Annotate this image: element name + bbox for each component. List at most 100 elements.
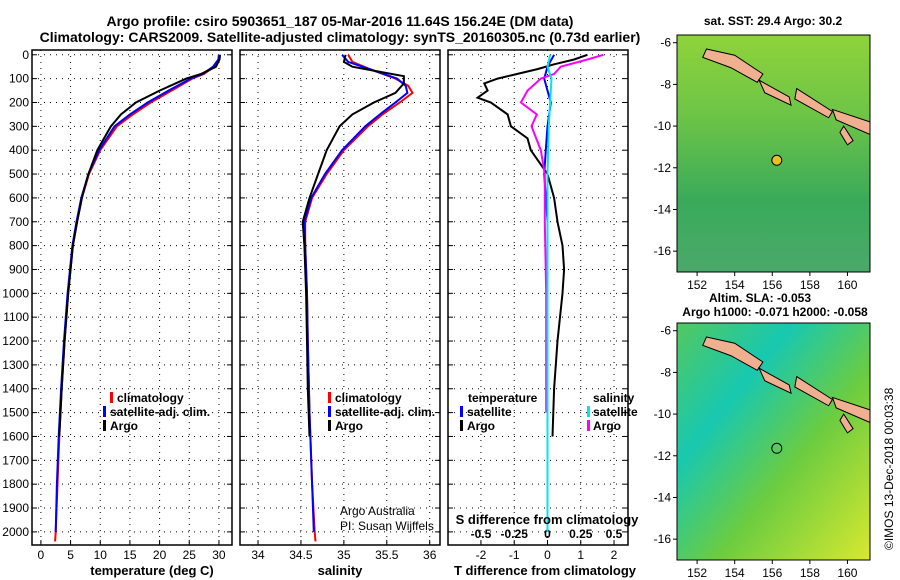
x-tick-label: 35.5 [375,548,399,562]
s-tick-label: 0.25 [569,527,593,541]
map-frame [676,34,871,273]
lat-tick-label: -14 [654,490,672,504]
island-shape [702,48,764,83]
legend-salinity-title: salinity [593,391,635,405]
x-tick-label: -1 [509,548,520,562]
lat-tick-label: -8 [660,77,671,91]
difference-panel: -2 -1 0 1 2 -0.5 -0.25 0 0.25 0.5 [447,49,629,562]
y-tick-label: 1900 [2,501,29,515]
x-tick-label: 36 [423,548,437,562]
s-tick-label: 0 [544,527,551,541]
lon-tick-label: 154 [725,566,745,580]
temperature-panel: 0100200300400500600700800900100011001200… [2,48,233,562]
y-tick-label: 1100 [3,310,29,324]
island-shape [702,336,764,371]
y-tick-label: 1800 [2,477,29,491]
legend-s-argo: Argo [593,419,621,433]
salinity-legend: climatology satellite-adj. clim. Argo Ar… [328,391,435,533]
s-diff-xlabel: S difference from climatology [456,512,640,527]
island-shape [839,413,854,434]
lon-tick-label: 158 [800,278,820,292]
x-tick-label: 25 [183,548,197,562]
y-tick-label: 500 [9,167,29,181]
lat-tick-label: -6 [660,36,671,50]
argo-float-marker [771,442,783,454]
s-tick-label: -0.5 [471,527,492,541]
series-line-argo [301,54,405,437]
series-line-s-argo [519,53,604,413]
y-tick-label: 0 [22,48,29,62]
x-tick-label: 35 [337,548,351,562]
y-tick-label: 900 [9,262,29,276]
sla-map-title-2: Argo h1000: -0.071 h2000: -0.058 [682,305,868,319]
sla-map: -6 -8 -10 -12 -14 -16 152 154 156 158 160 [654,322,871,580]
x-tick-label: 34.5 [289,548,313,562]
title-line-1: Argo profile: csiro 5903651_187 05-Mar-2… [107,13,574,29]
y-tick-label: 700 [9,215,29,229]
plot-frame [239,49,441,546]
y-tick-label: 800 [9,239,29,253]
x-tick-label: 2 [611,548,618,562]
legend-swatch-s-satellite [587,406,590,417]
legend-temperature-title: temperature [468,391,538,405]
y-tick-label: 1400 [2,382,29,396]
x-tick-label: 34 [251,548,265,562]
y-tick-label: 1600 [2,429,29,443]
sst-map: -6 -8 -10 -12 -14 -16 152 154 156 158 160 [654,34,871,292]
lat-tick-label: -10 [654,119,672,133]
y-tick-label: 1000 [2,286,29,300]
island-shape [839,125,854,146]
x-tick-label: 0 [38,548,45,562]
island-shape [758,79,792,107]
y-tick-label: 1300 [2,358,29,372]
legend-swatch-climatology [110,392,113,403]
series-line-t-argo [475,53,588,437]
legend-swatch-t-satellite [460,406,463,417]
x-tick-label: 15 [123,548,137,562]
lat-tick-label: -14 [654,202,672,216]
lat-tick-label: -16 [654,532,672,546]
lon-tick-label: 152 [687,566,707,580]
x-tick-label: 1 [577,548,584,562]
y-tick-label: 1700 [2,453,29,467]
lat-tick-label: -16 [654,244,672,258]
legend-swatch-argo [328,420,331,431]
x-tick-label: 20 [153,548,167,562]
map-field [677,323,870,560]
y-tick-label: 100 [9,72,29,86]
lon-tick-label: 156 [762,566,782,580]
legend-swatch-satellite [103,406,106,417]
legend-argo: Argo [110,419,138,433]
annotation-argo-australia: Argo Australia [340,504,415,518]
island-shape [794,375,834,407]
legend-s-satellite: satellite [593,405,638,419]
sst-map-title: sat. SST: 29.4 Argo: 30.2 [704,14,843,28]
lat-tick-label: -8 [660,365,671,379]
y-tick-label: 200 [9,95,29,109]
y-tick-label: 600 [9,191,29,205]
s-tick-label: -0.25 [501,527,529,541]
series-line-s-satellite [546,54,553,532]
x-tick-label: 0 [544,548,551,562]
y-tick-label: 1500 [2,406,29,420]
title-line-2: Climatology: CARS2009. Satellite-adjuste… [40,29,641,45]
island-shape [758,367,792,395]
x-tick-label: 10 [94,548,108,562]
annotation-pi: PI: Susan Wijffels [340,519,434,533]
legend-satellite: satellite-adj. clim. [335,405,435,419]
x-tick-label: 5 [67,548,74,562]
footer-copyright: ©IMOS 13-Dec-2018 00:03:38 [882,387,896,550]
s-tick-label: 0.5 [606,527,623,541]
salinity-xlabel: salinity [318,563,364,578]
map-field [677,35,870,272]
sla-map-title-1: Altim. SLA: -0.053 [709,291,811,305]
plot-frame [31,49,233,546]
t-diff-xlabel: T difference from climatology [454,563,637,578]
lon-tick-label: 158 [800,566,820,580]
salinity-panel: 34 34.5 35 35.5 36 [239,49,441,562]
legend-climatology: climatology [117,391,184,405]
lon-tick-label: 160 [837,566,857,580]
y-tick-label: 400 [9,143,29,157]
lat-tick-label: -6 [660,324,671,338]
